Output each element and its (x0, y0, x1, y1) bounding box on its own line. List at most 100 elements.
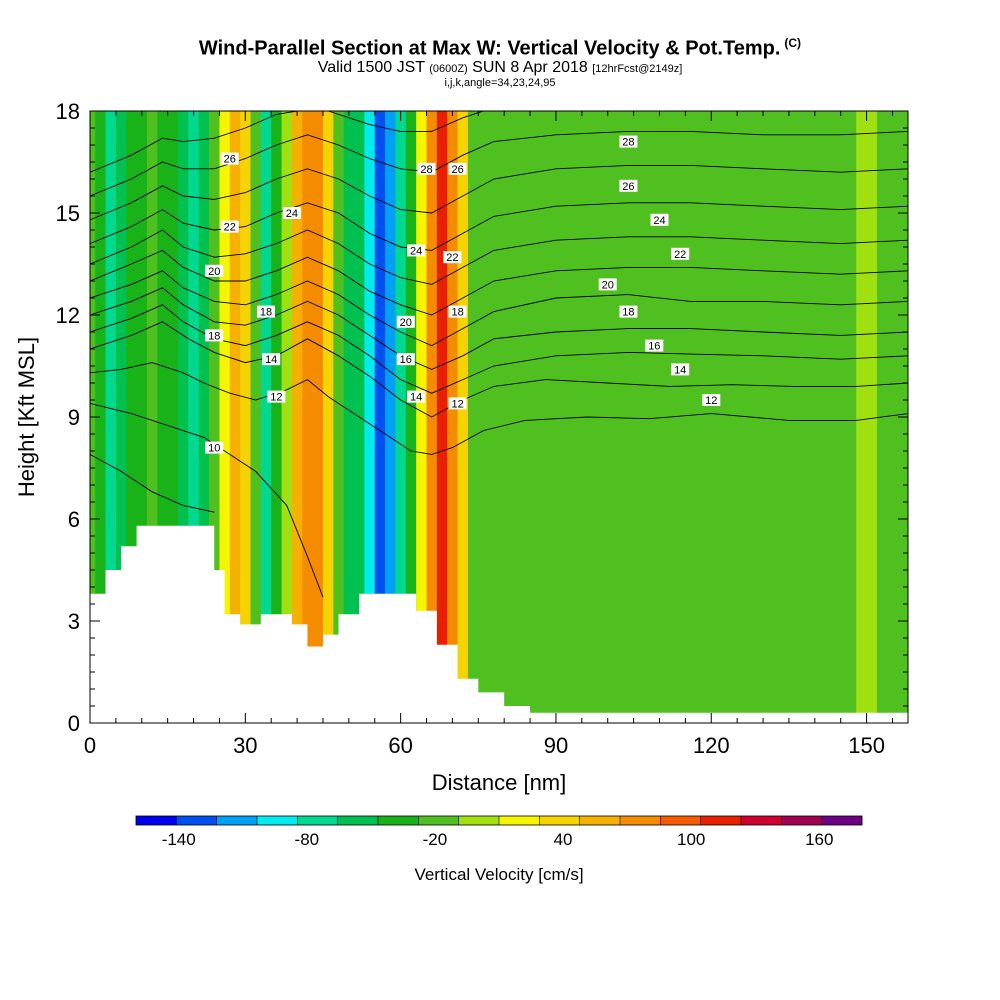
isentrope-label: 26 (448, 162, 467, 176)
velocity-band (856, 111, 878, 723)
chart-title-text: Wind-Parallel Section at Max W: Vertical… (198, 37, 781, 60)
isentrope-line (90, 164, 908, 221)
isentrope-label-text: 20 (400, 317, 412, 329)
isentrope-label: 24 (407, 244, 426, 257)
isentrope-label-text: 18 (208, 330, 220, 342)
isentrope-label-text: 12 (705, 395, 717, 407)
velocity-band (395, 111, 407, 723)
chart-title: Wind-Parallel Section at Max W: Vertical… (0, 36, 1000, 61)
y-tick-label: 15 (56, 201, 80, 226)
isentrope-label-text: 24 (410, 245, 422, 257)
colorbar-tick-label: -20 (423, 830, 448, 849)
isentrope-label: 22 (220, 220, 239, 234)
isentrope-label: 12 (702, 394, 721, 407)
isentrope-line (90, 249, 908, 316)
velocity-band (229, 111, 241, 723)
isentrope-label: 12 (267, 390, 286, 404)
isentrope-line (90, 130, 908, 197)
isentrope-label: 14 (407, 390, 426, 404)
isentrope-label-text: 14 (265, 354, 277, 366)
colorbar-swatch (136, 816, 177, 825)
velocity-band (322, 111, 334, 723)
isentrope-line (90, 402, 324, 598)
isentrope-label-text: 22 (224, 222, 236, 234)
isentrope-label-text: 14 (410, 392, 422, 404)
colorbar-tick-label: 100 (677, 830, 705, 849)
isentrope-line (90, 111, 298, 173)
y-tick-label: 18 (56, 99, 80, 124)
isentrope-label-text: 24 (286, 208, 298, 220)
colorbar-swatch (297, 816, 338, 825)
colorbar: -140 -80 -20 40 100 160 (135, 815, 863, 849)
velocity-band (333, 111, 345, 723)
colorbar-swatch (781, 816, 822, 825)
colorbar-swatch (176, 816, 217, 825)
colorbar-swatch (620, 816, 661, 825)
x-tick-label: 60 (388, 733, 412, 758)
colorbar-swatch (458, 816, 500, 825)
x-tick-label: 0 (84, 733, 96, 758)
velocity-band (188, 111, 200, 723)
colorbar-swatch (216, 816, 258, 825)
colorbar-swatch (539, 816, 580, 825)
axes: 0 30 60 90 120 150 0 3 6 9 12 15 18 (56, 99, 908, 758)
isentrope-line (90, 454, 215, 513)
colorbar-tick-label: 160 (805, 830, 833, 849)
isentrope-label: 26 (220, 152, 239, 166)
isentrope-label: 22 (671, 247, 690, 261)
valid-time: Valid 1500 JST (317, 59, 425, 76)
isentrope-line (90, 270, 908, 347)
y-tick-label: 0 (68, 711, 80, 736)
velocity-band (178, 111, 189, 723)
velocity-band (364, 111, 376, 723)
velocity-band (493, 111, 521, 723)
velocity-band (126, 111, 138, 723)
isentrope-line (90, 229, 908, 285)
isentrope-label-text: 24 (653, 215, 665, 227)
velocity-band (716, 111, 749, 723)
velocity-band (385, 111, 396, 723)
isentrope-label: 28 (619, 135, 638, 149)
velocity-band (281, 111, 293, 723)
colorbar-label: Vertical Velocity [cm/s] (414, 865, 583, 884)
isentrope-label: 18 (257, 305, 276, 319)
potential-temperature-contours (90, 111, 908, 598)
isentrope-label: 20 (205, 264, 224, 278)
isentrope-label-text: 12 (451, 398, 463, 410)
isentrope-label: 24 (650, 213, 669, 227)
valid-zulu: (0600Z) (429, 63, 468, 75)
velocity-band (146, 111, 158, 723)
velocity-band (260, 111, 272, 723)
isentrope-label: 26 (619, 179, 638, 193)
velocity-band (467, 111, 479, 723)
velocity-band (835, 111, 857, 723)
y-axis-label: Height [Kft MSL] (14, 337, 39, 497)
colorbar-tick-label: -140 (162, 830, 196, 849)
velocity-band (198, 111, 210, 723)
velocity-band (240, 111, 251, 723)
velocity-band (447, 111, 459, 723)
isentrope-label-text: 18 (622, 307, 634, 319)
velocity-band (519, 111, 552, 723)
velocity-band (876, 111, 899, 723)
colorbar-swatch (257, 816, 298, 825)
x-tick-label: 30 (233, 733, 257, 758)
isentrope-line (90, 362, 908, 455)
x-tick-label: 90 (544, 733, 568, 758)
velocity-band (685, 111, 717, 723)
x-tick-label: 150 (848, 733, 885, 758)
isentrope-label-text: 20 (602, 279, 614, 291)
y-tick-label: 12 (56, 303, 80, 328)
isentrope-label-text: 12 (270, 392, 282, 404)
isentrope-label: 14 (262, 353, 281, 366)
colorbar-swatch (821, 816, 863, 825)
isentrope-label-text: 22 (674, 249, 686, 261)
contour-labels: 10 12 12 12 14 14 14 16 16 18 18 18 18 20 20 20 22 22 22 24… (205, 135, 721, 455)
velocity-band (457, 111, 469, 723)
colorbar-swatch (700, 816, 742, 825)
isentrope-line (90, 202, 908, 251)
isentrope-label-text: 28 (420, 164, 432, 176)
velocity-band (405, 111, 417, 723)
velocity-band (809, 111, 837, 723)
colorbar-tick-label: 40 (554, 830, 573, 849)
